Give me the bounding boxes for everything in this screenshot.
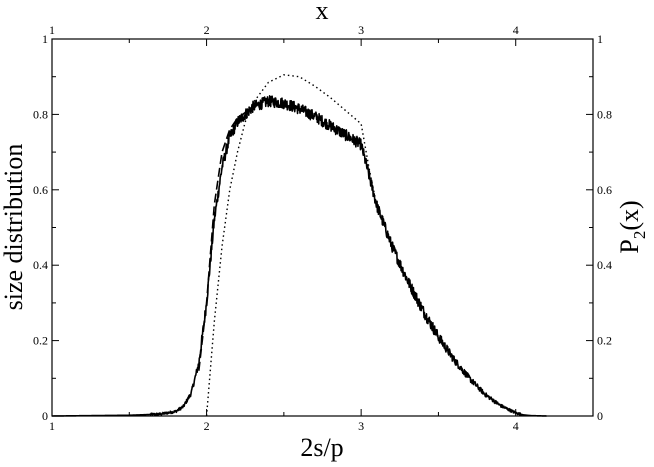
y-tick-label-right: 0.2 <box>597 334 612 348</box>
y-tick-label-right: 0.8 <box>597 107 612 121</box>
x-tick-label-bottom: 2 <box>204 419 210 433</box>
y-tick-label-right: 0.6 <box>597 183 612 197</box>
y-tick-label-left: 0.6 <box>33 183 48 197</box>
y-tick-label-left: 0.8 <box>33 107 48 121</box>
x-tick-label-bottom: 3 <box>358 419 364 433</box>
x-tick-label-top: 4 <box>513 23 519 37</box>
x-tick-label-bottom: 4 <box>513 419 519 433</box>
plot-frame <box>51 38 594 417</box>
y-axis-title-left: size distribution <box>0 144 28 311</box>
y-tick-label-left: 0 <box>42 409 48 423</box>
series-line-dotted <box>205 74 378 417</box>
y-tick-label-left: 1 <box>42 32 48 46</box>
x-axis-title-bottom: 2s/p <box>300 433 343 462</box>
y-tick-label-right: 0 <box>597 409 603 423</box>
x-axis-title-top: x <box>316 0 329 25</box>
series-layer <box>51 74 548 417</box>
x-tick-label-top: 2 <box>204 23 210 37</box>
y-tick-label-left: 0.4 <box>33 258 48 272</box>
y-tick-label-right: 0.4 <box>597 258 612 272</box>
series-line-solid-noisy <box>51 94 548 417</box>
y-axis-title-right-sub: 2 <box>630 231 649 240</box>
x-tick-label-top: 3 <box>358 23 364 37</box>
y-axis-title-right-main: P <box>615 239 644 253</box>
x-tick-label-bottom: 1 <box>49 419 55 433</box>
y-axis-title-right-tail: (x) <box>615 200 644 230</box>
y-axis-title-right: P2(x) <box>615 200 649 253</box>
y-tick-label-left: 0.2 <box>33 334 48 348</box>
series-line-dashed <box>198 106 254 371</box>
y-tick-label-right: 1 <box>597 32 603 46</box>
x-tick-label-top: 1 <box>49 23 55 37</box>
